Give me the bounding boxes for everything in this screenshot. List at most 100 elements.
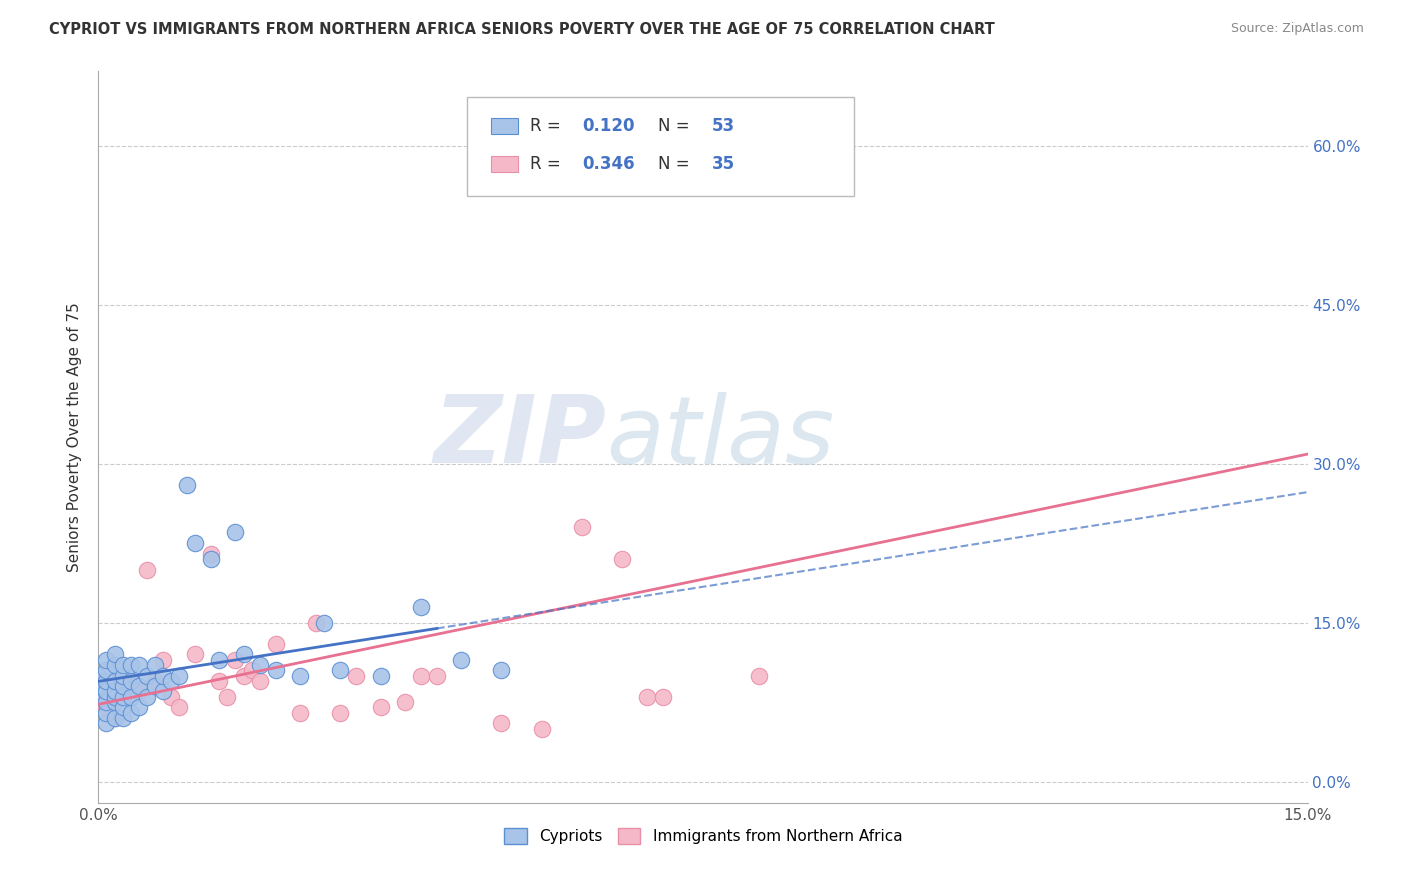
Point (128, 679, 150, 693)
Text: N =: N = (658, 155, 695, 173)
Point (87, 690, 110, 704)
Point (232, 668, 254, 682)
Point (96, 695, 118, 709)
Point (103, 648, 125, 662)
Point (160, 690, 183, 704)
Text: Source: ZipAtlas.com: Source: ZipAtlas.com (1230, 22, 1364, 36)
Point (571, 520, 593, 534)
Point (491, 716, 513, 731)
Point (128, 700, 150, 714)
Point (128, 684, 150, 698)
Point (200, 552, 222, 566)
Point (426, 668, 449, 682)
Point (240, 663, 263, 677)
Point (96, 684, 118, 698)
Point (96, 673, 118, 688)
Point (111, 711, 134, 725)
Point (264, 663, 287, 677)
Point (208, 653, 231, 667)
Point (143, 673, 166, 688)
Point (120, 658, 142, 673)
Point (152, 653, 174, 667)
Point (450, 653, 472, 667)
Point (143, 658, 166, 673)
Point (636, 690, 658, 704)
Point (217, 690, 239, 704)
Point (96, 706, 118, 720)
Point (103, 690, 125, 704)
Point (530, 722, 553, 736)
Point (160, 673, 183, 688)
Point (184, 536, 207, 550)
Point (143, 679, 166, 693)
Text: 0.346: 0.346 (582, 155, 634, 173)
Text: ZIP: ZIP (433, 391, 606, 483)
Point (305, 615, 328, 630)
Point (491, 663, 513, 677)
Point (748, 668, 770, 682)
Point (135, 563, 157, 577)
Point (288, 668, 311, 682)
Point (772, 138, 794, 153)
Text: 0.120: 0.120 (582, 117, 634, 136)
Point (651, 690, 673, 704)
FancyBboxPatch shape (492, 156, 517, 172)
Point (224, 653, 246, 667)
Point (314, 615, 336, 630)
Point (96, 653, 118, 667)
Point (103, 711, 125, 725)
Point (612, 552, 634, 566)
Point (96, 700, 118, 714)
Point (200, 547, 222, 561)
Point (152, 684, 174, 698)
Point (249, 673, 271, 688)
Point (135, 668, 157, 682)
Text: N =: N = (658, 117, 695, 136)
Text: R =: R = (530, 155, 567, 173)
Point (409, 668, 432, 682)
Point (120, 690, 142, 704)
Point (329, 706, 352, 720)
Text: 35: 35 (711, 155, 734, 173)
Point (176, 477, 198, 491)
Point (249, 658, 271, 673)
Point (96, 716, 118, 731)
Point (232, 648, 254, 662)
Point (409, 599, 432, 614)
Point (87, 679, 110, 693)
Point (394, 695, 416, 709)
Point (111, 690, 134, 704)
Point (370, 700, 392, 714)
Text: 53: 53 (711, 117, 734, 136)
Point (184, 648, 207, 662)
Point (103, 658, 125, 673)
Point (120, 706, 142, 720)
Point (87, 668, 110, 682)
Legend: Cypriots, Immigrants from Northern Africa: Cypriots, Immigrants from Northern Afric… (498, 822, 908, 850)
Text: CYPRIOT VS IMMIGRANTS FROM NORTHERN AFRICA SENIORS POVERTY OVER THE AGE OF 75 CO: CYPRIOT VS IMMIGRANTS FROM NORTHERN AFRI… (49, 22, 995, 37)
Point (120, 673, 142, 688)
Point (111, 658, 134, 673)
Point (103, 695, 125, 709)
Point (167, 700, 190, 714)
Point (111, 700, 134, 714)
Point (344, 668, 367, 682)
Y-axis label: Seniors Poverty Over the Age of 75: Seniors Poverty Over the Age of 75 (67, 302, 83, 572)
Point (224, 525, 246, 540)
Point (111, 679, 134, 693)
Point (329, 663, 352, 677)
Point (128, 658, 150, 673)
Point (152, 668, 174, 682)
Point (96, 663, 118, 677)
FancyBboxPatch shape (492, 118, 517, 135)
FancyBboxPatch shape (467, 97, 855, 195)
Point (120, 673, 142, 688)
Point (264, 637, 287, 651)
Point (208, 673, 231, 688)
Point (103, 684, 125, 698)
Point (111, 668, 134, 682)
Point (288, 706, 311, 720)
Point (135, 690, 157, 704)
Point (111, 690, 134, 704)
Point (167, 668, 190, 682)
